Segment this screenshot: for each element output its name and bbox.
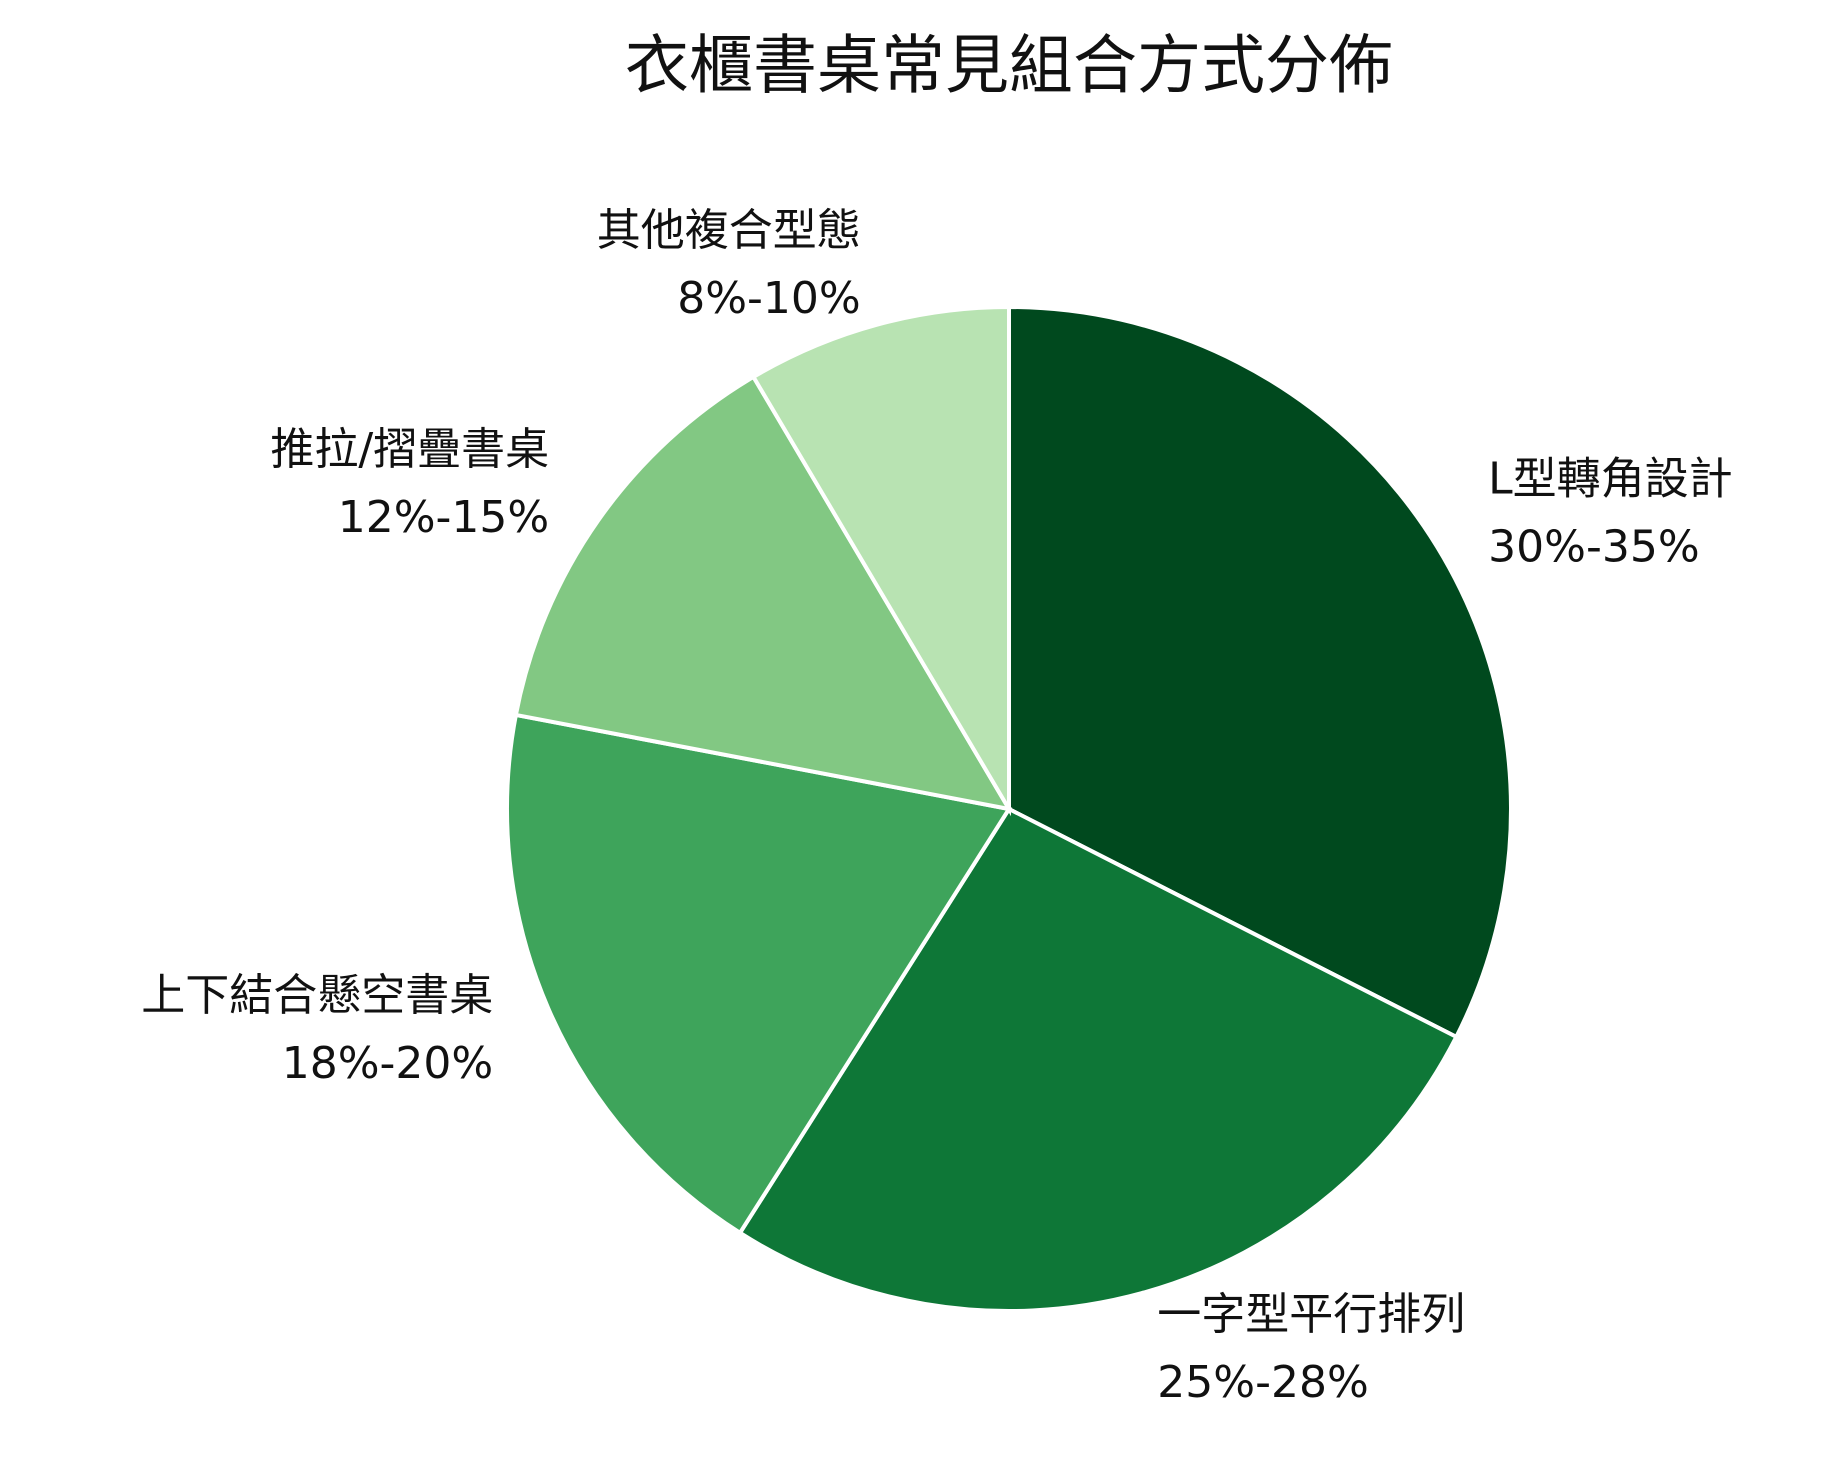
pie-slice — [750, 304, 1011, 817]
value-label: 18%-20% — [282, 1038, 493, 1089]
value-label: 25%-28% — [1157, 1357, 1368, 1408]
value-label: 12%-15% — [338, 492, 549, 543]
slice-label: 上下結合懸空書桌 — [141, 970, 493, 1021]
slice-label: 推拉/摺疊書桌 — [270, 424, 549, 475]
slice-label: L型轉角設計 — [1488, 453, 1733, 504]
slice-label: 一字型平行排列 — [1157, 1289, 1465, 1340]
pie-slice — [505, 712, 1013, 1236]
pie-slice — [513, 374, 1013, 812]
value-label: 8%-10% — [677, 273, 860, 324]
pie-slice — [737, 806, 1459, 1313]
value-label: 30%-35% — [1488, 521, 1699, 572]
chart-title: 衣櫃書桌常見組合方式分佈 — [625, 30, 1393, 104]
slice-label: 其他複合型態 — [597, 205, 861, 256]
pie-slice — [1007, 304, 1513, 1040]
